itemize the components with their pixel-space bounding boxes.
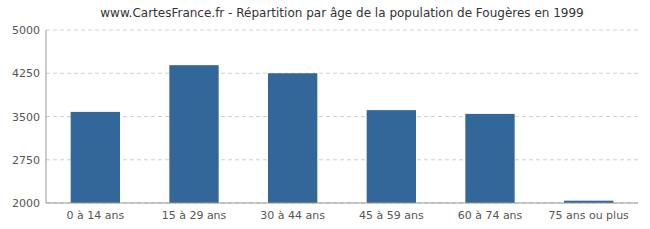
grid-line [46,203,638,204]
x-tick-label: 30 à 44 ans [260,209,325,222]
x-axis-line [46,203,638,204]
bars [71,65,614,203]
bar [268,73,317,203]
y-tick-label: 2000 [12,197,40,210]
x-tick-label: 60 à 74 ans [458,209,523,222]
grid-line [46,30,638,31]
y-axis-line [46,30,47,203]
bar [71,112,120,203]
bar [367,110,416,203]
grid-line [46,159,638,160]
y-tick-label: 2750 [12,154,40,167]
x-tick-label: 0 à 14 ans [66,209,124,222]
x-tick-label: 75 ans ou plus [548,209,629,222]
y-tick-label: 5000 [12,24,40,37]
chart-container: www.CartesFrance.fr - Répartition par âg… [0,0,650,229]
grid [46,30,638,203]
title: www.CartesFrance.fr - Répartition par âg… [100,6,584,20]
bar [465,114,514,203]
x-tick-label: 15 à 29 ans [162,209,227,222]
y-tick-label: 4250 [12,67,40,80]
grid-line [46,73,638,74]
chart-svg: www.CartesFrance.fr - Répartition par âg… [0,0,650,229]
y-tick-label: 3500 [12,111,40,124]
x-tick-label: 45 à 59 ans [359,209,424,222]
bar [169,65,218,203]
grid-line [46,116,638,117]
